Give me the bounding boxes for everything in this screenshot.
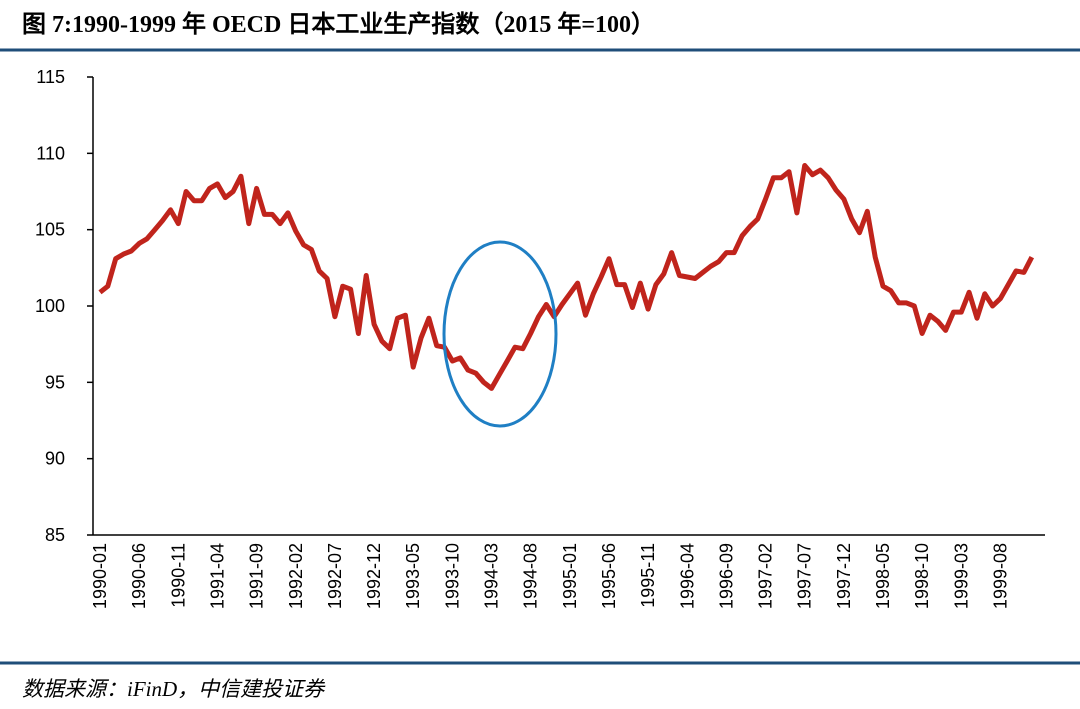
line (98, 163, 1035, 391)
y-tick-label: 105 (35, 220, 65, 240)
x-tick-label: 1994-08 (521, 543, 541, 609)
x-tick-label: 1992-12 (364, 543, 384, 609)
x-tick-label: 1992-07 (325, 543, 345, 609)
y-tick-label: 95 (45, 372, 65, 392)
x-tick-label: 1998-10 (912, 543, 932, 609)
x-tick-label: 1996-04 (677, 543, 697, 609)
x-tick-label: 1998-05 (873, 543, 893, 609)
x-tick-label: 1996-09 (716, 543, 736, 609)
x-tick-label: 1999-08 (990, 543, 1010, 609)
x-tick-label: 1991-09 (247, 543, 267, 609)
x-tick-label: 1990-06 (129, 543, 149, 609)
y-tick-label: 110 (36, 143, 65, 163)
y-tick-label: 115 (36, 67, 65, 87)
y-tick-label: 100 (35, 296, 65, 316)
x-tick-label: 1994-03 (482, 543, 502, 609)
x-tick-label: 1993-05 (403, 543, 423, 609)
x-tick-label: 1993-10 (442, 543, 462, 609)
x-tick-label: 1997-07 (795, 543, 815, 609)
x-tick-label: 1991-04 (207, 543, 227, 609)
x-tick-label: 1997-02 (756, 543, 776, 609)
source: 数据来源：iFinD，中信建投证券 (22, 677, 326, 701)
x-tick-label: 1990-11 (168, 543, 188, 608)
chart-title: 图 7:1990-1999 年 OECD 日本工业生产指数（2015 年=100… (22, 10, 655, 38)
x-tick-label: 1995-11 (638, 543, 658, 608)
highlight-ellipse (442, 240, 558, 428)
y-tick-label: 85 (45, 525, 65, 545)
x-tick-label: 1990-01 (90, 543, 110, 609)
x-tick-label: 1997-12 (834, 543, 854, 609)
x-tick-label: 1992-02 (286, 543, 306, 609)
x-tick-label: 1995-06 (599, 543, 619, 609)
y-tick-label: 90 (45, 449, 65, 469)
x-tick-label: 1995-01 (560, 543, 580, 609)
x-tick-label: 1999-03 (951, 543, 971, 609)
